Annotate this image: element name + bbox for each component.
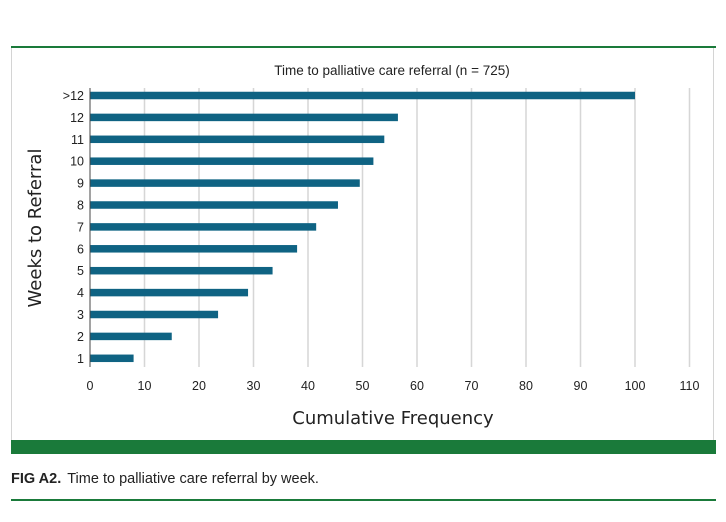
bar-week-1 — [90, 354, 134, 363]
figure-frame — [11, 48, 714, 440]
y-tick-label: 5 — [77, 264, 84, 278]
y-axis-label: Weeks to Referral — [25, 149, 46, 308]
y-tick-label: 7 — [77, 220, 84, 234]
x-tick-label: 30 — [247, 379, 261, 393]
x-tick-label: 100 — [625, 379, 646, 393]
y-tick-label: 8 — [77, 199, 84, 213]
x-tick-label: 40 — [301, 379, 315, 393]
y-tick-label: 12 — [70, 111, 84, 125]
bar-week-3 — [90, 310, 219, 319]
figure-caption: FIG A2. Time to palliative care referral … — [11, 471, 319, 487]
bar-week-9 — [90, 179, 360, 187]
bar-week->12 — [90, 91, 635, 100]
bar-week-8 — [90, 201, 338, 209]
x-tick-label: 60 — [410, 379, 424, 393]
bar-week-6 — [90, 245, 298, 253]
bars — [90, 91, 635, 363]
y-tick-label: 3 — [77, 308, 84, 322]
bar-week-7 — [90, 223, 317, 231]
bar-week-4 — [90, 288, 249, 297]
x-axis-label: Cumulative Frequency — [292, 408, 494, 429]
top-rule — [11, 46, 716, 48]
bar-week-11 — [90, 135, 385, 144]
x-tick-label: 90 — [574, 379, 588, 393]
x-tick-label: 110 — [680, 379, 700, 393]
caption-label: FIG A2. — [11, 471, 62, 487]
bar-week-5 — [90, 266, 273, 275]
x-tick-label: 0 — [87, 379, 94, 393]
x-tick-label: 20 — [192, 379, 206, 393]
x-tick-label: 80 — [519, 379, 533, 393]
y-tick-label: 6 — [77, 242, 84, 256]
y-tick-label: 10 — [70, 155, 84, 169]
bar-week-2 — [90, 332, 172, 341]
chart-title: Time to palliative care referral (n = 72… — [274, 63, 509, 78]
x-tick-label: 10 — [138, 379, 152, 393]
bottom-rule — [11, 499, 716, 501]
y-tick-label: 4 — [77, 286, 84, 300]
x-tick-label: 50 — [356, 379, 370, 393]
y-tick-label: 9 — [77, 177, 84, 191]
bar-chart: Time to palliative care referral (n = 72… — [25, 63, 700, 429]
y-tick-label: 11 — [71, 133, 84, 147]
figure-bottom-band — [11, 440, 716, 454]
y-tick-label: 1 — [77, 352, 84, 366]
x-tick-labels: 0 10 20 30 40 50 60 70 80 90 100 110 — [87, 379, 700, 393]
y-tick-label: 2 — [77, 330, 84, 344]
bar-week-10 — [90, 157, 374, 165]
caption-text: Time to palliative care referral by week… — [67, 471, 319, 487]
bar-week-12 — [90, 113, 398, 122]
x-tick-label: 70 — [465, 379, 479, 393]
y-tick-label: >12 — [63, 89, 84, 103]
